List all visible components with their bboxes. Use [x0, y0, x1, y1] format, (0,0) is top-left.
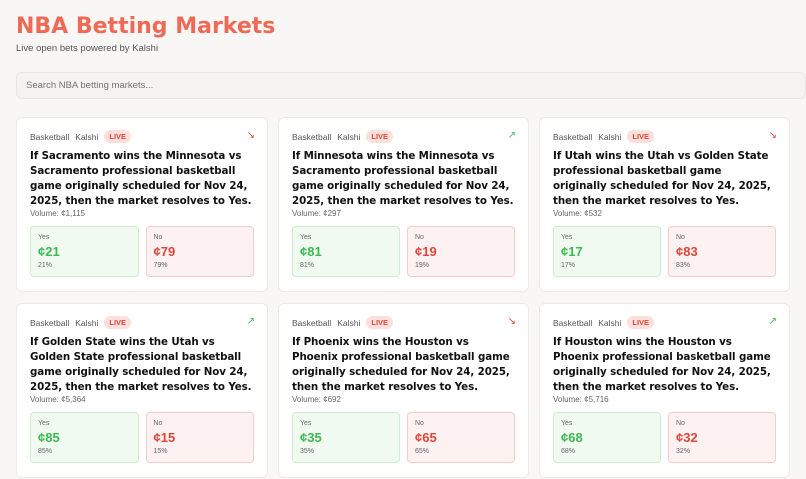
source-tag: Kalshi	[75, 317, 99, 328]
no-percent: 19%	[415, 262, 430, 269]
no-label: No	[153, 234, 163, 241]
trend-down-icon: ↘	[768, 130, 777, 141]
market-volume: Volume: ¢5,364	[30, 395, 86, 404]
no-label: No	[153, 420, 163, 427]
yes-percent: 17%	[561, 262, 576, 269]
trend-up-icon: ↗	[768, 316, 777, 327]
no-percent: 83%	[676, 262, 691, 269]
source-tag: Kalshi	[337, 317, 361, 328]
trend-up-icon: ↗	[507, 130, 516, 141]
markets-grid: Basketball Kalshi LIVE ↘ If Sacramento w…	[16, 117, 790, 478]
no-label: No	[415, 420, 424, 427]
market-question: If Phoenix wins the Houston vs Phoenix p…	[292, 336, 510, 393]
trend-down-icon: ↘	[507, 316, 516, 327]
category-tag: Basketball	[292, 317, 332, 328]
no-price: ¢32	[676, 430, 698, 445]
no-price: ¢19	[415, 244, 437, 259]
yes-price: ¢17	[561, 244, 583, 259]
yes-price: ¢21	[38, 244, 60, 259]
yes-option-button[interactable]: Yes ¢68 68%	[553, 412, 661, 463]
live-badge: LIVE	[627, 316, 655, 329]
search-input[interactable]	[16, 72, 806, 99]
live-badge: LIVE	[104, 130, 132, 143]
no-percent: 15%	[153, 448, 168, 455]
yes-price: ¢68	[561, 430, 583, 445]
yes-label: Yes	[38, 420, 50, 427]
market-volume: Volume: ¢1,115	[30, 209, 86, 218]
market-volume: Volume: ¢532	[553, 209, 602, 218]
live-badge: LIVE	[627, 130, 655, 143]
source-tag: Kalshi	[598, 317, 622, 328]
market-question: If Golden State wins the Utah vs Golden …	[30, 336, 252, 393]
no-label: No	[676, 420, 685, 427]
page-title: NBA Betting Markets	[16, 14, 276, 39]
market-card[interactable]: Basketball Kalshi LIVE ↘ If Phoenix wins…	[278, 303, 529, 478]
category-tag: Basketball	[30, 317, 70, 328]
no-label: No	[676, 234, 685, 241]
market-volume: Volume: ¢5,716	[553, 395, 609, 404]
source-tag: Kalshi	[598, 131, 622, 142]
yes-percent: 85%	[38, 448, 53, 455]
market-question: If Houston wins the Houston vs Phoenix p…	[553, 336, 771, 393]
market-card[interactable]: Basketball Kalshi LIVE ↘ If Sacramento w…	[16, 117, 268, 292]
source-tag: Kalshi	[337, 131, 361, 142]
no-option-button[interactable]: No ¢79 79%	[145, 226, 254, 277]
yes-price: ¢85	[38, 430, 60, 445]
live-badge: LIVE	[366, 316, 394, 329]
yes-percent: 81%	[300, 262, 315, 269]
yes-percent: 35%	[300, 448, 315, 455]
trend-up-icon: ↗	[246, 316, 255, 327]
live-badge: LIVE	[104, 316, 132, 329]
no-option-button[interactable]: No ¢83 83%	[668, 226, 776, 277]
source-tag: Kalshi	[75, 131, 99, 142]
yes-option-button[interactable]: Yes ¢85 85%	[30, 412, 139, 463]
yes-label: Yes	[300, 420, 312, 427]
market-question: If Minnesota wins the Minnesota vs Sacra…	[292, 150, 514, 207]
market-card[interactable]: Basketball Kalshi LIVE ↗ If Houston wins…	[539, 303, 790, 478]
market-question: If Utah wins the Utah vs Golden State pr…	[553, 150, 771, 207]
market-card[interactable]: Basketball Kalshi LIVE ↘ If Utah wins th…	[539, 117, 790, 292]
yes-label: Yes	[561, 420, 573, 427]
no-option-button[interactable]: No ¢15 15%	[145, 412, 254, 463]
category-tag: Basketball	[30, 131, 70, 142]
no-price: ¢79	[153, 244, 176, 259]
market-card[interactable]: Basketball Kalshi LIVE ↗ If Golden State…	[16, 303, 268, 478]
no-percent: 32%	[676, 448, 691, 455]
no-option-button[interactable]: No ¢32 32%	[668, 412, 776, 463]
market-question: If Sacramento wins the Minnesota vs Sacr…	[30, 150, 252, 207]
no-price: ¢83	[676, 244, 698, 259]
no-percent: 79%	[153, 262, 168, 269]
no-price: ¢65	[415, 430, 437, 445]
yes-label: Yes	[561, 234, 573, 241]
no-option-button[interactable]: No ¢19 19%	[407, 226, 515, 277]
no-price: ¢15	[153, 430, 176, 445]
yes-option-button[interactable]: Yes ¢81 81%	[292, 226, 400, 277]
category-tag: Basketball	[553, 131, 593, 142]
yes-option-button[interactable]: Yes ¢17 17%	[553, 226, 661, 277]
no-option-button[interactable]: No ¢65 65%	[407, 412, 515, 463]
market-volume: Volume: ¢692	[292, 395, 341, 404]
yes-price: ¢35	[300, 430, 322, 445]
page-subtitle: Live open bets powered by Kalshi	[16, 43, 159, 54]
yes-label: Yes	[300, 234, 312, 241]
yes-label: Yes	[38, 234, 50, 241]
no-percent: 65%	[415, 448, 430, 455]
category-tag: Basketball	[553, 317, 593, 328]
yes-option-button[interactable]: Yes ¢21 21%	[30, 226, 139, 277]
live-badge: LIVE	[366, 130, 394, 143]
no-label: No	[415, 234, 424, 241]
market-card[interactable]: Basketball Kalshi LIVE ↗ If Minnesota wi…	[278, 117, 529, 292]
category-tag: Basketball	[292, 131, 332, 142]
market-volume: Volume: ¢297	[292, 209, 341, 218]
trend-down-icon: ↘	[246, 130, 255, 141]
yes-price: ¢81	[300, 244, 322, 259]
yes-option-button[interactable]: Yes ¢35 35%	[292, 412, 400, 463]
yes-percent: 21%	[38, 262, 53, 269]
yes-percent: 68%	[561, 448, 576, 455]
